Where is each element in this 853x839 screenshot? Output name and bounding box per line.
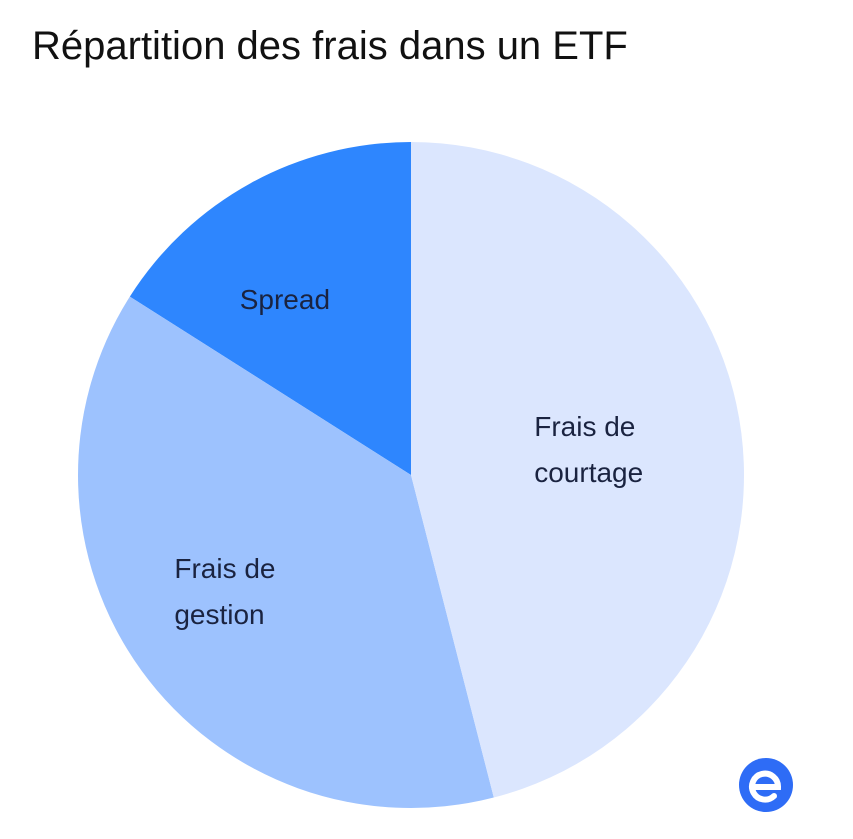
pie-slice xyxy=(129,142,411,475)
chart-title: Répartition des frais dans un ETF xyxy=(32,24,628,68)
pie-slice xyxy=(411,142,745,798)
slice-label: Frais de courtage xyxy=(534,410,644,488)
slice-label: Frais de gestion xyxy=(174,553,276,631)
logo xyxy=(739,758,793,812)
logo-mark xyxy=(749,770,782,803)
slice-label: Spread xyxy=(239,283,331,315)
pie-slice xyxy=(77,296,494,809)
